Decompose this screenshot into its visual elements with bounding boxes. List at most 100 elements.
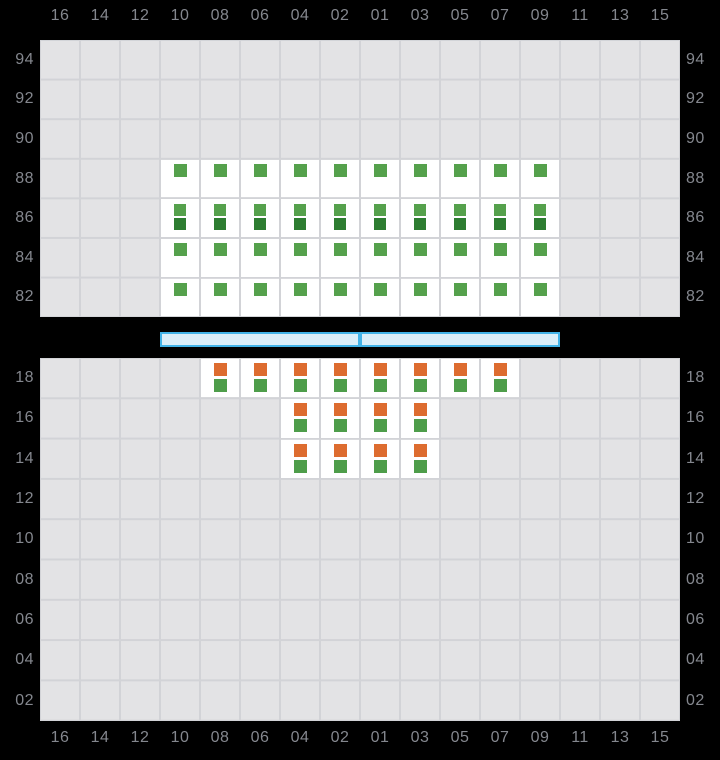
- row-number-bottom: 01: [370, 729, 390, 746]
- green-container-marker: [413, 379, 427, 392]
- row-number-bottom: 02: [330, 729, 350, 746]
- container-slot[interactable]: [321, 159, 359, 198]
- green-light-container-marker: [333, 163, 347, 177]
- container-slot[interactable]: [321, 439, 359, 478]
- container-slot[interactable]: [481, 199, 519, 237]
- container-slot[interactable]: [521, 199, 559, 237]
- green-container-marker: [253, 379, 267, 392]
- green-container-marker: [373, 459, 387, 473]
- container-slot[interactable]: [321, 399, 359, 438]
- container-slot[interactable]: [201, 278, 239, 317]
- green-light-container-marker: [213, 282, 227, 296]
- row-number-bottom: 11: [571, 729, 589, 746]
- row-number-top: 08: [210, 7, 230, 24]
- container-slot[interactable]: [321, 278, 359, 317]
- container-slot[interactable]: [401, 359, 439, 398]
- container-slot[interactable]: [321, 199, 359, 237]
- green-container-marker: [373, 379, 387, 392]
- container-slot[interactable]: [201, 239, 239, 277]
- green-dark-container-marker: [414, 218, 426, 231]
- container-slot[interactable]: [281, 439, 319, 478]
- hold-section-grid: [40, 358, 680, 721]
- green-light-container-marker: [373, 282, 387, 296]
- container-slot[interactable]: [321, 359, 359, 398]
- container-slot[interactable]: [441, 359, 479, 398]
- container-slot[interactable]: [521, 159, 559, 198]
- container-slot[interactable]: [281, 399, 319, 438]
- container-slot[interactable]: [441, 199, 479, 237]
- container-slot[interactable]: [281, 159, 319, 198]
- container-slot[interactable]: [161, 239, 199, 277]
- row-number-top: 10: [170, 7, 190, 24]
- container-slot[interactable]: [521, 239, 559, 277]
- row-number-top: 15: [650, 7, 670, 24]
- green-light-container-marker: [173, 243, 187, 256]
- container-slot[interactable]: [161, 159, 199, 198]
- green-light-container-marker: [533, 243, 547, 256]
- green-container-marker: [293, 419, 307, 433]
- container-slot[interactable]: [401, 159, 439, 198]
- container-slot[interactable]: [201, 159, 239, 198]
- container-slot[interactable]: [281, 278, 319, 317]
- tier-label-left: 14: [15, 449, 34, 467]
- container-slot[interactable]: [241, 359, 279, 398]
- container-slot[interactable]: [361, 399, 399, 438]
- row-number-top: 05: [450, 7, 470, 24]
- green-light-container-marker: [533, 163, 547, 177]
- green-light-container-marker: [373, 163, 387, 177]
- container-slot[interactable]: [401, 239, 439, 277]
- container-slot[interactable]: [521, 278, 559, 317]
- container-slot[interactable]: [401, 278, 439, 317]
- container-slot[interactable]: [361, 239, 399, 277]
- container-slot[interactable]: [241, 199, 279, 237]
- container-slot[interactable]: [161, 199, 199, 237]
- container-slot[interactable]: [481, 239, 519, 277]
- container-slot[interactable]: [241, 239, 279, 277]
- container-slot[interactable]: [481, 159, 519, 198]
- orange-container-marker: [293, 403, 307, 417]
- container-slot[interactable]: [481, 359, 519, 398]
- container-slot[interactable]: [401, 199, 439, 237]
- green-light-container-marker: [533, 282, 547, 296]
- tier-label-right: 82: [686, 288, 705, 306]
- container-slot[interactable]: [361, 359, 399, 398]
- green-light-container-marker: [494, 204, 506, 217]
- container-slot[interactable]: [241, 159, 279, 198]
- container-slot[interactable]: [201, 199, 239, 237]
- container-slot[interactable]: [201, 359, 239, 398]
- container-slot[interactable]: [401, 439, 439, 478]
- green-light-container-marker: [453, 163, 467, 177]
- container-slot[interactable]: [361, 439, 399, 478]
- green-light-container-marker: [454, 204, 466, 217]
- hatch-cover-segment[interactable]: [160, 332, 360, 347]
- tier-label-left: 06: [15, 610, 34, 628]
- green-light-container-marker: [413, 243, 427, 256]
- container-slot[interactable]: [361, 199, 399, 237]
- container-slot[interactable]: [441, 239, 479, 277]
- green-light-container-marker: [534, 204, 546, 217]
- green-light-container-marker: [294, 204, 306, 217]
- container-slot[interactable]: [441, 159, 479, 198]
- row-number-bottom: 08: [210, 729, 230, 746]
- orange-container-marker: [293, 443, 307, 457]
- green-light-container-marker: [214, 204, 226, 217]
- container-slot[interactable]: [281, 239, 319, 277]
- container-slot[interactable]: [241, 278, 279, 317]
- tier-label-right: 84: [686, 248, 705, 266]
- container-slot[interactable]: [161, 278, 199, 317]
- container-slot[interactable]: [361, 159, 399, 198]
- row-number-bottom: 10: [170, 729, 190, 746]
- container-slot[interactable]: [361, 278, 399, 317]
- tier-label-right: 18: [686, 369, 705, 387]
- hatch-cover-segment[interactable]: [360, 332, 560, 347]
- green-container-marker: [373, 419, 387, 433]
- container-slot[interactable]: [481, 278, 519, 317]
- container-slot[interactable]: [281, 199, 319, 237]
- green-dark-container-marker: [214, 218, 226, 231]
- orange-container-marker: [213, 363, 227, 376]
- container-slot[interactable]: [401, 399, 439, 438]
- container-slot[interactable]: [321, 239, 359, 277]
- container-slot[interactable]: [441, 278, 479, 317]
- container-slot[interactable]: [281, 359, 319, 398]
- row-number-bottom: 09: [530, 729, 550, 746]
